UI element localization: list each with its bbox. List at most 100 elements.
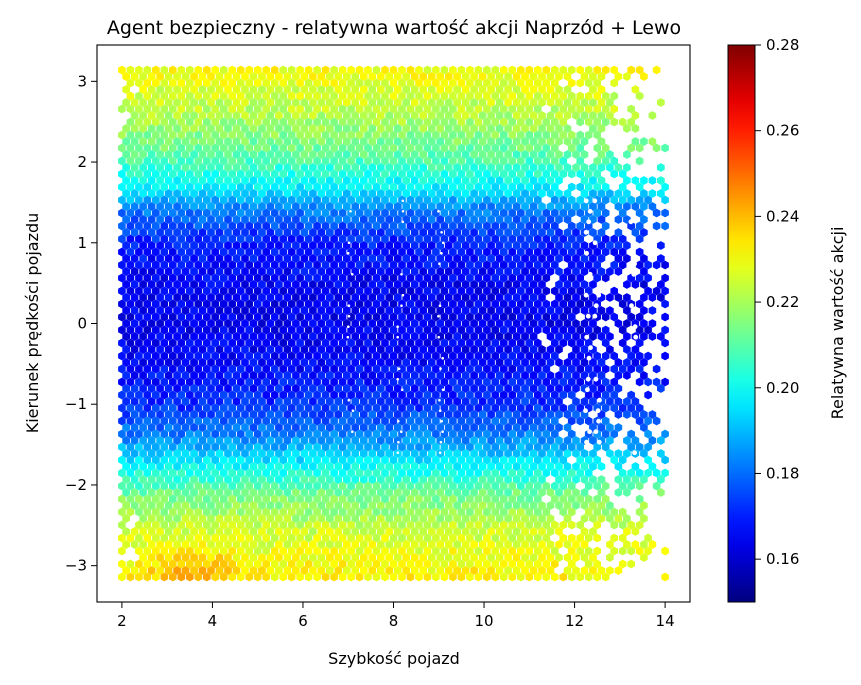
hex-cell <box>444 319 453 328</box>
hex-cell <box>321 312 330 322</box>
hex-cell <box>398 546 406 556</box>
hex-cell <box>567 533 576 543</box>
hex-cell <box>160 507 169 517</box>
hex-cell <box>241 566 249 575</box>
hex-cell <box>453 358 461 367</box>
hex-cell <box>521 462 529 471</box>
hex-cell <box>470 527 478 536</box>
hex-cell <box>555 345 563 354</box>
hex-cell <box>232 332 241 341</box>
hex-cell <box>466 338 474 348</box>
hex-cell <box>207 566 215 575</box>
hex-cell <box>542 416 551 426</box>
hex-cell <box>589 501 597 510</box>
hex-cell <box>211 403 220 413</box>
hex-cell <box>304 312 313 322</box>
hex-cell <box>461 384 470 393</box>
hex-cell <box>406 546 415 556</box>
hex-cell <box>219 572 228 582</box>
hex-cell <box>453 423 461 432</box>
hex-cell <box>330 546 338 556</box>
hex-cell <box>304 299 313 309</box>
hex-cell <box>635 442 644 452</box>
hex-cell <box>364 338 372 348</box>
hex-cell <box>190 540 198 549</box>
hex-cell <box>122 475 130 484</box>
hex-cell <box>283 423 292 432</box>
hex-cell <box>504 436 512 445</box>
hex-cell <box>360 397 368 406</box>
hex-cell <box>457 416 466 426</box>
hex-cell <box>457 468 466 478</box>
hex-cell <box>406 533 415 543</box>
hex-cell <box>415 377 423 387</box>
hex-cell <box>432 377 440 387</box>
hex-cell <box>215 566 224 575</box>
hex-cell <box>249 410 258 419</box>
gap-dot <box>588 345 593 351</box>
hex-cell <box>313 481 321 491</box>
hex-cell <box>440 533 449 543</box>
hex-cell <box>253 468 262 478</box>
hex-cell <box>398 481 406 491</box>
hex-cell <box>190 358 198 367</box>
hex-cell <box>279 533 287 543</box>
hex-cell <box>347 494 355 504</box>
hex-cell <box>275 397 283 406</box>
hex-cell <box>500 481 508 491</box>
hex-cell <box>304 559 313 569</box>
hex-cell <box>567 377 576 387</box>
hex-cell <box>292 358 300 367</box>
hex-cell <box>224 527 232 536</box>
hex-cell <box>118 507 126 517</box>
hex-cell <box>432 325 440 335</box>
hex-cell <box>207 358 215 367</box>
hex-cell <box>436 436 444 445</box>
hex-cell <box>555 475 563 484</box>
hex-cell <box>135 559 143 569</box>
hex-cell <box>186 351 194 361</box>
hex-cell <box>546 462 555 471</box>
hex-cell <box>512 319 521 328</box>
hex-cell <box>461 306 470 315</box>
hex-cell <box>313 494 321 504</box>
hex-cell <box>351 332 360 341</box>
hex-cell <box>444 475 453 484</box>
hex-cell <box>483 351 491 361</box>
hex-cell <box>601 442 610 452</box>
hex-cell <box>160 481 169 491</box>
hex-cell <box>326 462 334 471</box>
hex-cell <box>580 397 589 406</box>
hex-cell <box>546 384 555 393</box>
hex-cell <box>194 338 203 348</box>
hex-cell <box>313 364 321 374</box>
hex-cell <box>118 468 126 478</box>
hex-cell <box>160 364 169 374</box>
hex-cell <box>614 566 623 575</box>
hex-cell <box>300 436 309 445</box>
hex-cell <box>449 572 457 582</box>
hex-cell <box>631 410 640 419</box>
gap-dot <box>630 240 636 246</box>
hex-cell <box>360 501 368 510</box>
hex-cell <box>415 429 423 439</box>
hex-cell <box>546 332 555 341</box>
hex-cell <box>135 429 143 439</box>
hex-cell <box>410 319 419 328</box>
hex-cell <box>275 475 283 484</box>
hex-cell <box>266 475 275 484</box>
hex-cell <box>631 462 640 471</box>
hex-cell <box>338 351 347 361</box>
hex-cell <box>309 501 317 510</box>
chart-title: Agent bezpieczny - relatywna wartość akc… <box>107 17 681 39</box>
hex-cell <box>474 429 483 439</box>
hex-cell <box>190 410 198 419</box>
hex-cell <box>343 371 351 380</box>
hex-cell <box>538 475 546 484</box>
hex-cell <box>198 358 207 367</box>
hex-cell <box>483 533 491 543</box>
hex-cell <box>487 475 495 484</box>
hex-cell <box>517 325 525 335</box>
hex-cell <box>440 403 449 413</box>
gap-dot <box>632 261 637 267</box>
